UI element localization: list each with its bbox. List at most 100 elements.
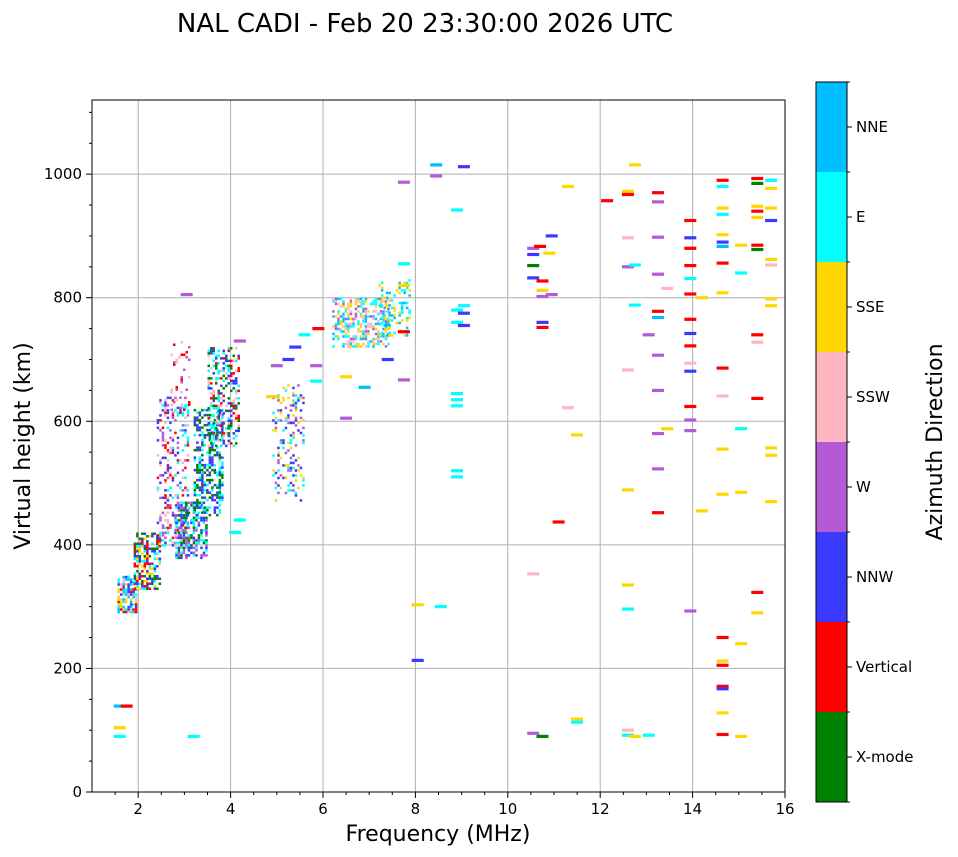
echo-cell bbox=[383, 324, 386, 327]
echo-cell bbox=[284, 426, 288, 430]
echo-cell bbox=[208, 458, 212, 462]
echo-cell bbox=[408, 279, 411, 282]
echo-point bbox=[716, 233, 729, 237]
echo-point bbox=[642, 733, 655, 737]
echo-cell bbox=[359, 305, 363, 308]
echo-cell bbox=[384, 302, 388, 306]
echo-cell bbox=[146, 550, 149, 553]
echo-cell bbox=[364, 315, 368, 318]
echo-point bbox=[684, 236, 697, 240]
echo-cell bbox=[180, 519, 183, 522]
echo-cell bbox=[213, 508, 217, 512]
echo-cell bbox=[134, 595, 138, 599]
echo-cell bbox=[218, 498, 222, 502]
echo-point bbox=[397, 283, 410, 287]
echo-cell bbox=[119, 605, 123, 609]
echo-cell bbox=[289, 481, 293, 485]
echo-cell bbox=[357, 320, 360, 323]
echo-cell bbox=[302, 484, 305, 487]
echo-cell bbox=[237, 417, 240, 420]
echo-cell bbox=[186, 404, 190, 407]
echo-cell bbox=[369, 322, 373, 326]
echo-cell bbox=[148, 535, 152, 538]
echo-point bbox=[661, 427, 674, 431]
echo-cell bbox=[284, 451, 288, 455]
echo-cell bbox=[203, 511, 207, 514]
echo-cell bbox=[129, 583, 133, 586]
echo-cell bbox=[129, 580, 133, 584]
echo-cell bbox=[169, 494, 172, 497]
echo-cell bbox=[143, 550, 147, 553]
echo-cell bbox=[218, 411, 222, 414]
echo-cell bbox=[174, 531, 177, 535]
echo-cell bbox=[220, 419, 223, 423]
echo-point bbox=[545, 234, 558, 238]
echo-cell bbox=[136, 535, 139, 538]
echo-cell bbox=[299, 431, 303, 435]
echo-cell bbox=[187, 534, 191, 537]
echo-point bbox=[621, 192, 634, 197]
echo-cell bbox=[374, 337, 378, 341]
echo-cell bbox=[215, 397, 218, 400]
echo-cell bbox=[182, 509, 186, 512]
echo-cell bbox=[364, 330, 368, 333]
echo-cell bbox=[127, 585, 130, 589]
echo-point bbox=[684, 344, 697, 348]
echo-cell bbox=[200, 554, 203, 557]
echo-cell bbox=[198, 418, 202, 422]
echo-cell bbox=[292, 484, 295, 487]
echo-cell bbox=[174, 544, 177, 547]
echo-cell bbox=[302, 419, 305, 422]
echo-cell bbox=[289, 461, 293, 465]
echo-cell bbox=[362, 302, 365, 306]
echo-cell bbox=[190, 544, 193, 547]
echo-cell bbox=[405, 286, 409, 290]
echo-point bbox=[298, 333, 311, 337]
echo-cell bbox=[200, 539, 203, 542]
echo-cell bbox=[192, 524, 196, 527]
echo-cell bbox=[143, 555, 147, 558]
echo-cell bbox=[136, 555, 139, 558]
echo-cell bbox=[217, 439, 220, 443]
echo-cell bbox=[198, 426, 202, 429]
echo-cell bbox=[201, 433, 204, 437]
echo-cell bbox=[216, 506, 219, 509]
echo-cell bbox=[292, 391, 295, 395]
echo-cell bbox=[339, 320, 343, 323]
echo-cell bbox=[187, 501, 191, 505]
echo-cell bbox=[143, 587, 147, 590]
echo-cell bbox=[379, 300, 383, 303]
echo-cell bbox=[282, 464, 285, 467]
echo-cell bbox=[190, 546, 193, 550]
echo-cell bbox=[213, 511, 217, 514]
echo-cell bbox=[208, 491, 212, 494]
echo-cell bbox=[372, 342, 375, 346]
echo-cell bbox=[192, 526, 196, 530]
echo-cell bbox=[221, 456, 224, 459]
echo-cell bbox=[292, 454, 295, 457]
echo-cell bbox=[156, 454, 160, 457]
echo-cell bbox=[201, 453, 204, 457]
echo-cell bbox=[274, 481, 278, 485]
echo-cell bbox=[186, 454, 190, 457]
echo-cell bbox=[176, 496, 180, 500]
echo-cell bbox=[227, 434, 230, 438]
echo-cell bbox=[212, 437, 215, 440]
echo-cell bbox=[124, 575, 128, 579]
echo-point bbox=[270, 364, 283, 368]
echo-cell bbox=[211, 423, 214, 427]
echo-cell bbox=[159, 461, 162, 465]
echo-point bbox=[716, 447, 729, 451]
echo-cell bbox=[347, 327, 350, 331]
echo-cell bbox=[164, 541, 167, 545]
echo-cell bbox=[192, 521, 196, 525]
echo-cell bbox=[352, 345, 355, 348]
echo-cell bbox=[161, 531, 165, 535]
echo-point bbox=[716, 711, 729, 715]
echo-cell bbox=[384, 317, 388, 321]
echo-cell bbox=[171, 479, 175, 482]
echo-cell bbox=[230, 419, 233, 423]
echo-cell bbox=[388, 291, 391, 295]
echo-cell bbox=[364, 332, 368, 336]
echo-cell bbox=[127, 605, 130, 609]
